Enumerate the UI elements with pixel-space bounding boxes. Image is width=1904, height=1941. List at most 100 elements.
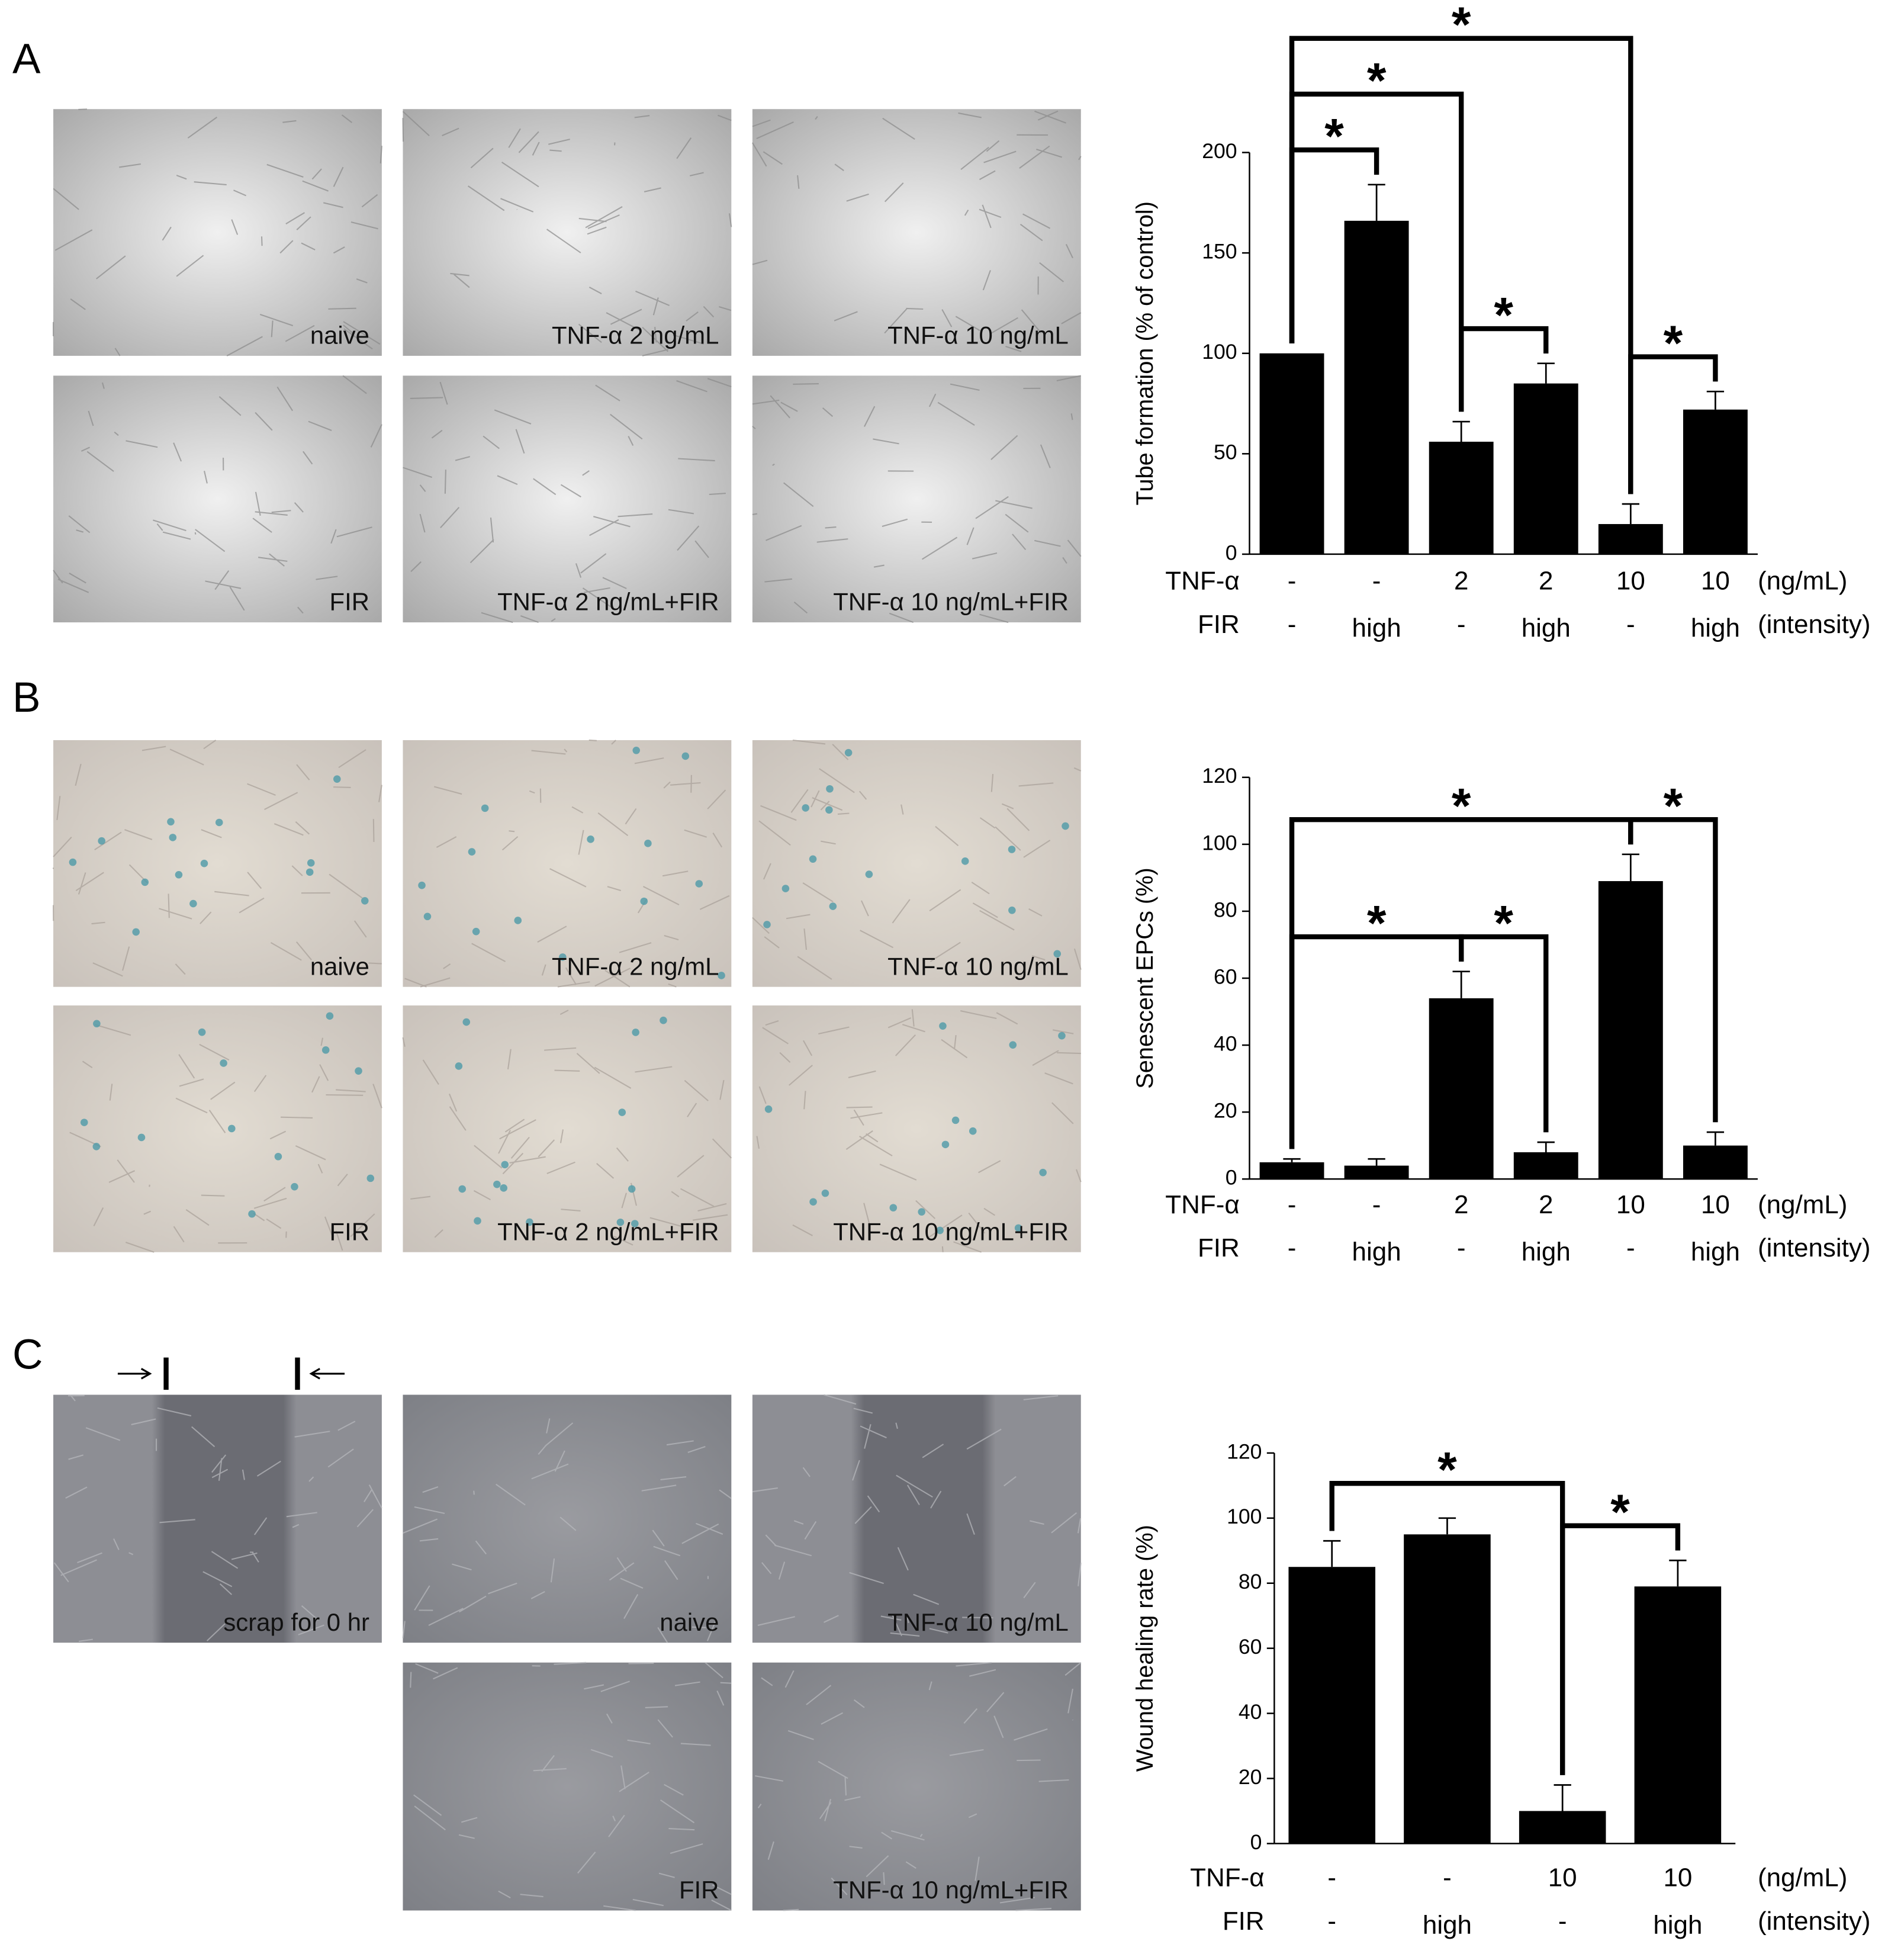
bar bbox=[1513, 1152, 1578, 1180]
error-bar bbox=[1554, 1784, 1571, 1811]
stained-cell bbox=[644, 840, 652, 847]
error-bar bbox=[1669, 1559, 1687, 1587]
cell-texture bbox=[752, 375, 1082, 624]
y-axis-label: Tube formation (% of control) bbox=[1132, 201, 1158, 505]
cell-texture bbox=[756, 1009, 1082, 1253]
stained-cell bbox=[355, 1067, 362, 1075]
error-bar bbox=[1622, 503, 1639, 525]
y-tick-label: 80 bbox=[1239, 1570, 1262, 1593]
y-tick-label: 50 bbox=[1214, 441, 1237, 464]
y-tick-label: 20 bbox=[1239, 1765, 1262, 1789]
stained-cell bbox=[640, 897, 648, 905]
error-bar bbox=[1452, 420, 1470, 442]
category-label: 10 bbox=[1701, 1190, 1730, 1219]
micrograph bbox=[403, 109, 732, 356]
error-bar bbox=[1452, 970, 1470, 998]
stained-cell bbox=[618, 1108, 626, 1116]
scratch-markers bbox=[117, 1357, 345, 1390]
stained-cell bbox=[189, 899, 197, 908]
y-tick-label: 40 bbox=[1239, 1700, 1262, 1724]
significance-label: * bbox=[1664, 778, 1683, 834]
stained-cell bbox=[616, 1218, 625, 1226]
category-label: - bbox=[1372, 567, 1381, 596]
category-label: high bbox=[1691, 1237, 1740, 1266]
category-label: 10 bbox=[1548, 1863, 1577, 1892]
image-caption: TNF-α 10 ng/mL+FIR bbox=[833, 1876, 1069, 1904]
category-label: - bbox=[1288, 610, 1297, 639]
error-bar bbox=[1323, 1540, 1341, 1567]
y-tick-label: 0 bbox=[1226, 541, 1237, 564]
panel-label: A bbox=[12, 36, 41, 82]
cell-texture bbox=[69, 1024, 382, 1253]
y-tick-label: 40 bbox=[1214, 1031, 1237, 1055]
stained-cell bbox=[141, 878, 149, 886]
stained-cell bbox=[802, 804, 809, 812]
cell-texture bbox=[752, 739, 1082, 980]
error-bar bbox=[1438, 1517, 1456, 1535]
bar bbox=[1598, 524, 1663, 554]
bar bbox=[1683, 409, 1748, 554]
stained-cell bbox=[865, 870, 873, 878]
y-tick-label: 80 bbox=[1214, 898, 1237, 921]
stained-cell bbox=[632, 1029, 639, 1036]
stained-cell bbox=[248, 1210, 256, 1218]
image-caption: TNF-α 2 ng/mL bbox=[552, 322, 719, 349]
image-caption: naive bbox=[310, 952, 369, 980]
category-label: 10 bbox=[1616, 1190, 1645, 1219]
stained-cell bbox=[969, 1127, 977, 1135]
stained-cell bbox=[1058, 1031, 1066, 1040]
stained-cell bbox=[939, 1022, 947, 1030]
stained-cell bbox=[764, 1105, 773, 1113]
significance-bracket bbox=[1289, 817, 1633, 1149]
y-tick-label: 150 bbox=[1202, 240, 1237, 263]
category-label: high bbox=[1423, 1910, 1472, 1939]
category-label: high bbox=[1352, 613, 1401, 642]
stained-cell bbox=[458, 1185, 467, 1193]
significance-label: * bbox=[1367, 895, 1387, 950]
micrograph bbox=[752, 375, 1081, 623]
stained-cell bbox=[844, 748, 853, 757]
row-name: TNF-α bbox=[1165, 567, 1240, 596]
bar bbox=[1519, 1811, 1606, 1844]
micrograph bbox=[752, 1394, 1081, 1643]
row-name: TNF-α bbox=[1190, 1863, 1265, 1892]
category-label: - bbox=[1372, 1190, 1381, 1219]
bar bbox=[1404, 1534, 1491, 1844]
stained-cell bbox=[514, 917, 522, 924]
stained-cell bbox=[1039, 1168, 1047, 1177]
micrograph bbox=[403, 375, 732, 623]
cell-texture bbox=[752, 110, 1082, 352]
bar bbox=[1288, 1567, 1376, 1844]
error-bar bbox=[1706, 390, 1725, 410]
cell-texture bbox=[52, 108, 382, 356]
category-label: high bbox=[1653, 1910, 1702, 1939]
stained-cell bbox=[175, 870, 183, 879]
stained-cell bbox=[215, 818, 223, 827]
stained-cell bbox=[93, 1020, 101, 1028]
stained-cell bbox=[366, 1174, 375, 1182]
bar bbox=[1634, 1586, 1722, 1844]
image-caption: FIR bbox=[330, 588, 369, 616]
category-label: 10 bbox=[1701, 567, 1730, 596]
micrograph bbox=[752, 1005, 1081, 1252]
y-tick-label: 100 bbox=[1227, 1505, 1262, 1528]
image-caption: TNF-α 2 ng/mL bbox=[552, 952, 719, 980]
panel-label: C bbox=[12, 1331, 43, 1378]
stained-cell bbox=[628, 1185, 636, 1193]
significance-label: * bbox=[1437, 1442, 1457, 1497]
cell-texture bbox=[403, 378, 732, 624]
bar bbox=[1259, 353, 1324, 554]
row-name: FIR bbox=[1223, 1907, 1265, 1936]
stained-cell bbox=[941, 1140, 950, 1149]
cell-texture bbox=[402, 111, 732, 356]
row-unit: (intensity) bbox=[1758, 1907, 1871, 1936]
micrograph bbox=[53, 1394, 382, 1643]
category-label: high bbox=[1522, 613, 1571, 642]
stained-cell bbox=[526, 1218, 533, 1226]
stained-cell bbox=[681, 752, 690, 760]
micrograph bbox=[752, 1662, 1081, 1911]
stained-cell bbox=[559, 953, 567, 961]
stained-cell bbox=[889, 1204, 898, 1211]
stained-cell bbox=[1009, 1041, 1017, 1049]
